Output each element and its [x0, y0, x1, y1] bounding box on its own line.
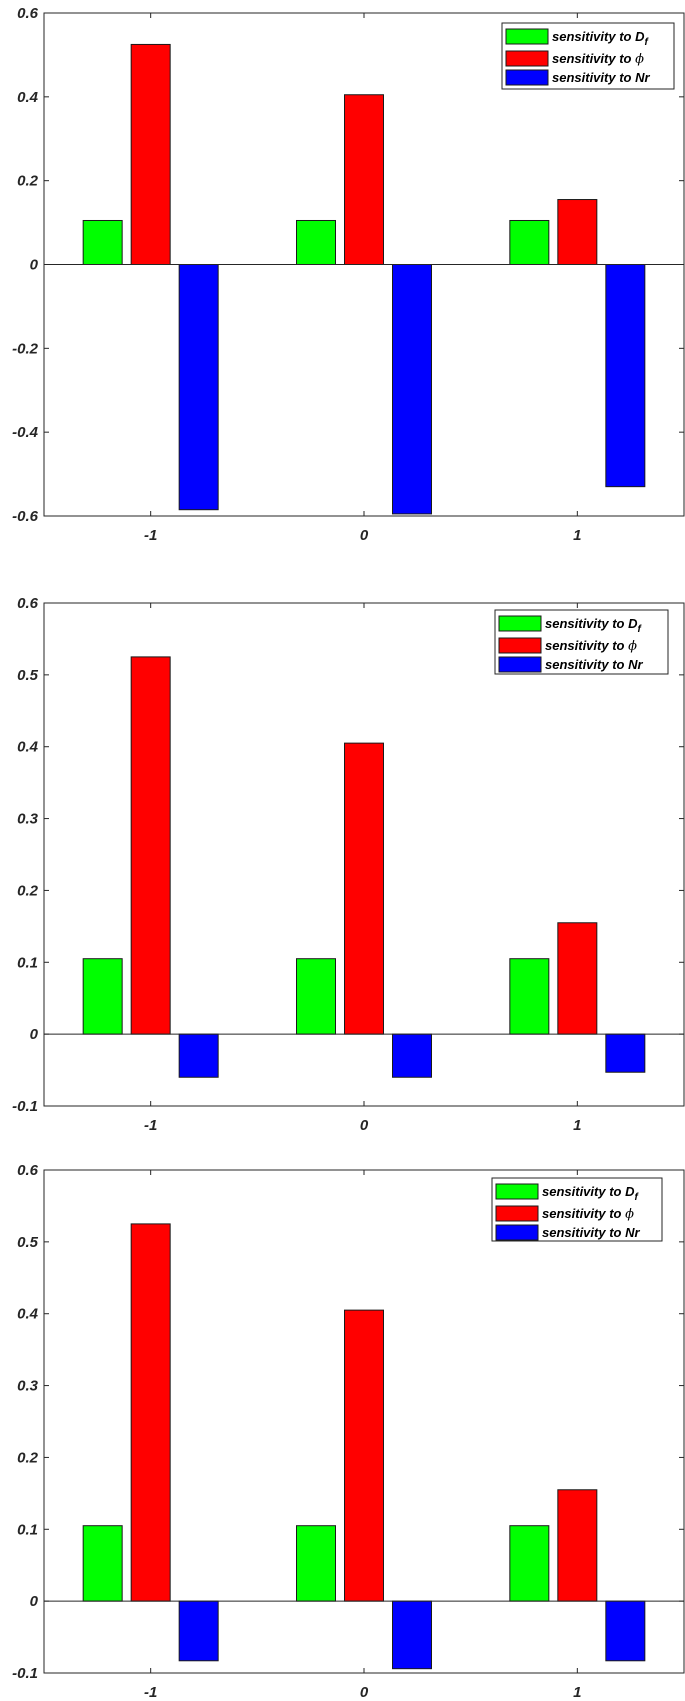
legend-swatch — [495, 1224, 539, 1241]
bar-series2-0 — [344, 742, 384, 1035]
x-tick-label: -1 — [144, 527, 157, 544]
bar-series2--1 — [130, 43, 171, 265]
legend-label: sensitivity to ϕ — [545, 638, 637, 654]
bar-series3--1 — [178, 264, 219, 511]
legend-label: sensitivity to Df — [542, 1184, 639, 1203]
bar-series1-1 — [509, 1525, 550, 1602]
x-tick-label: 1 — [573, 527, 581, 544]
y-tick-label: 0.1 — [17, 954, 38, 971]
y-tick-label: -0.4 — [12, 424, 39, 441]
y-tick-label: -0.2 — [12, 340, 39, 357]
y-tick-label: 0 — [30, 257, 39, 274]
bar-series3-0 — [392, 1600, 432, 1670]
y-tick-label: 0.4 — [17, 739, 39, 756]
bar-series1-0 — [296, 1525, 336, 1602]
x-tick-label: 1 — [573, 1117, 581, 1134]
legend-swatch — [495, 1183, 539, 1200]
chart-2: -0.1 0 0.1 0.2 0.3 0.4 0.5 0.6 -1 0 1 sensitivity t… — [12, 595, 685, 1134]
legend-swatch — [505, 69, 549, 86]
y-tick-label: 0.6 — [17, 595, 39, 612]
bar-series2-0 — [344, 94, 384, 265]
legend-swatch — [498, 656, 542, 673]
bar-series1--1 — [82, 219, 123, 266]
bar-series2--1 — [130, 1223, 171, 1602]
legend-swatch — [495, 1205, 539, 1222]
y-tick-label: 0.6 — [17, 1162, 39, 1179]
legend-swatch — [505, 28, 549, 45]
x-tick-label: 1 — [573, 1684, 581, 1701]
y-tick-label: -0.1 — [12, 1665, 38, 1682]
x-tick-label: 0 — [360, 527, 369, 544]
bar-series1--1 — [82, 958, 123, 1035]
legend-label: sensitivity to ϕ — [542, 1206, 634, 1222]
bar-series3-1 — [605, 1033, 646, 1073]
bar-series1-0 — [296, 219, 336, 266]
bar-series3-1 — [605, 1600, 646, 1662]
y-tick-label: 0.4 — [17, 1306, 39, 1323]
y-tick-label: 0.6 — [17, 5, 39, 22]
y-tick-label: 0.2 — [17, 1449, 39, 1466]
legend-label: sensitivity to Nr — [552, 70, 650, 85]
bar-series1-1 — [509, 219, 550, 266]
chart-1: -0.6 -0.4 -0.2 0 0.2 0.4 0.6 -1 0 1 sensitivity to… — [12, 5, 685, 544]
x-tick-label: -1 — [144, 1684, 157, 1701]
bar-series1--1 — [82, 1525, 123, 1602]
legend-label: sensitivity to ϕ — [552, 51, 644, 67]
legend: sensitivity to Df sensitivity to ϕ sensiti… — [491, 1177, 663, 1242]
y-tick-label: 0.2 — [17, 173, 39, 190]
bar-series3--1 — [178, 1600, 219, 1662]
bar-series3-0 — [392, 1033, 432, 1078]
y-tick-label: 0 — [30, 1593, 39, 1610]
bar-series3--1 — [178, 1033, 219, 1078]
legend-swatch — [505, 50, 549, 67]
y-tick-label: 0.3 — [17, 811, 39, 828]
bar-series1-0 — [296, 958, 336, 1035]
y-tick-label: -0.1 — [12, 1098, 38, 1115]
legend-label: sensitivity to Nr — [545, 657, 643, 672]
x-tick-label: 0 — [360, 1117, 369, 1134]
bar-series2-0 — [344, 1309, 384, 1602]
legend-swatch — [498, 615, 542, 632]
bar-series2--1 — [130, 656, 171, 1035]
bar-series2-1 — [557, 922, 598, 1035]
legend: sensitivity to Df sensitivity to ϕ sensiti… — [501, 22, 675, 90]
bar-series2-1 — [557, 199, 598, 265]
chart-3: -0.1 0 0.1 0.2 0.3 0.4 0.5 0.6 -1 0 1 sensitivity t… — [12, 1162, 685, 1701]
x-tick-label: -1 — [144, 1117, 157, 1134]
legend: sensitivity to Df sensitivity to ϕ sensiti… — [494, 609, 669, 675]
legend-label: sensitivity to Nr — [542, 1225, 640, 1240]
y-tick-label: 0.1 — [17, 1521, 38, 1538]
y-tick-label: 0.4 — [17, 89, 39, 106]
x-tick-label: 0 — [360, 1684, 369, 1701]
legend-label: sensitivity to Df — [552, 29, 649, 48]
legend-label: sensitivity to Df — [545, 616, 642, 635]
bar-series2-1 — [557, 1489, 598, 1602]
y-tick-label: 0 — [30, 1026, 39, 1043]
y-tick-label: 0.5 — [17, 1234, 39, 1251]
bar-series3-0 — [392, 264, 432, 515]
bar-series3-1 — [605, 264, 646, 488]
y-tick-label: 0.5 — [17, 667, 39, 684]
y-tick-label: 0.3 — [17, 1378, 39, 1395]
legend-swatch — [498, 637, 542, 654]
bar-series1-1 — [509, 958, 550, 1035]
y-tick-label: -0.6 — [12, 508, 39, 525]
y-tick-label: 0.2 — [17, 882, 39, 899]
